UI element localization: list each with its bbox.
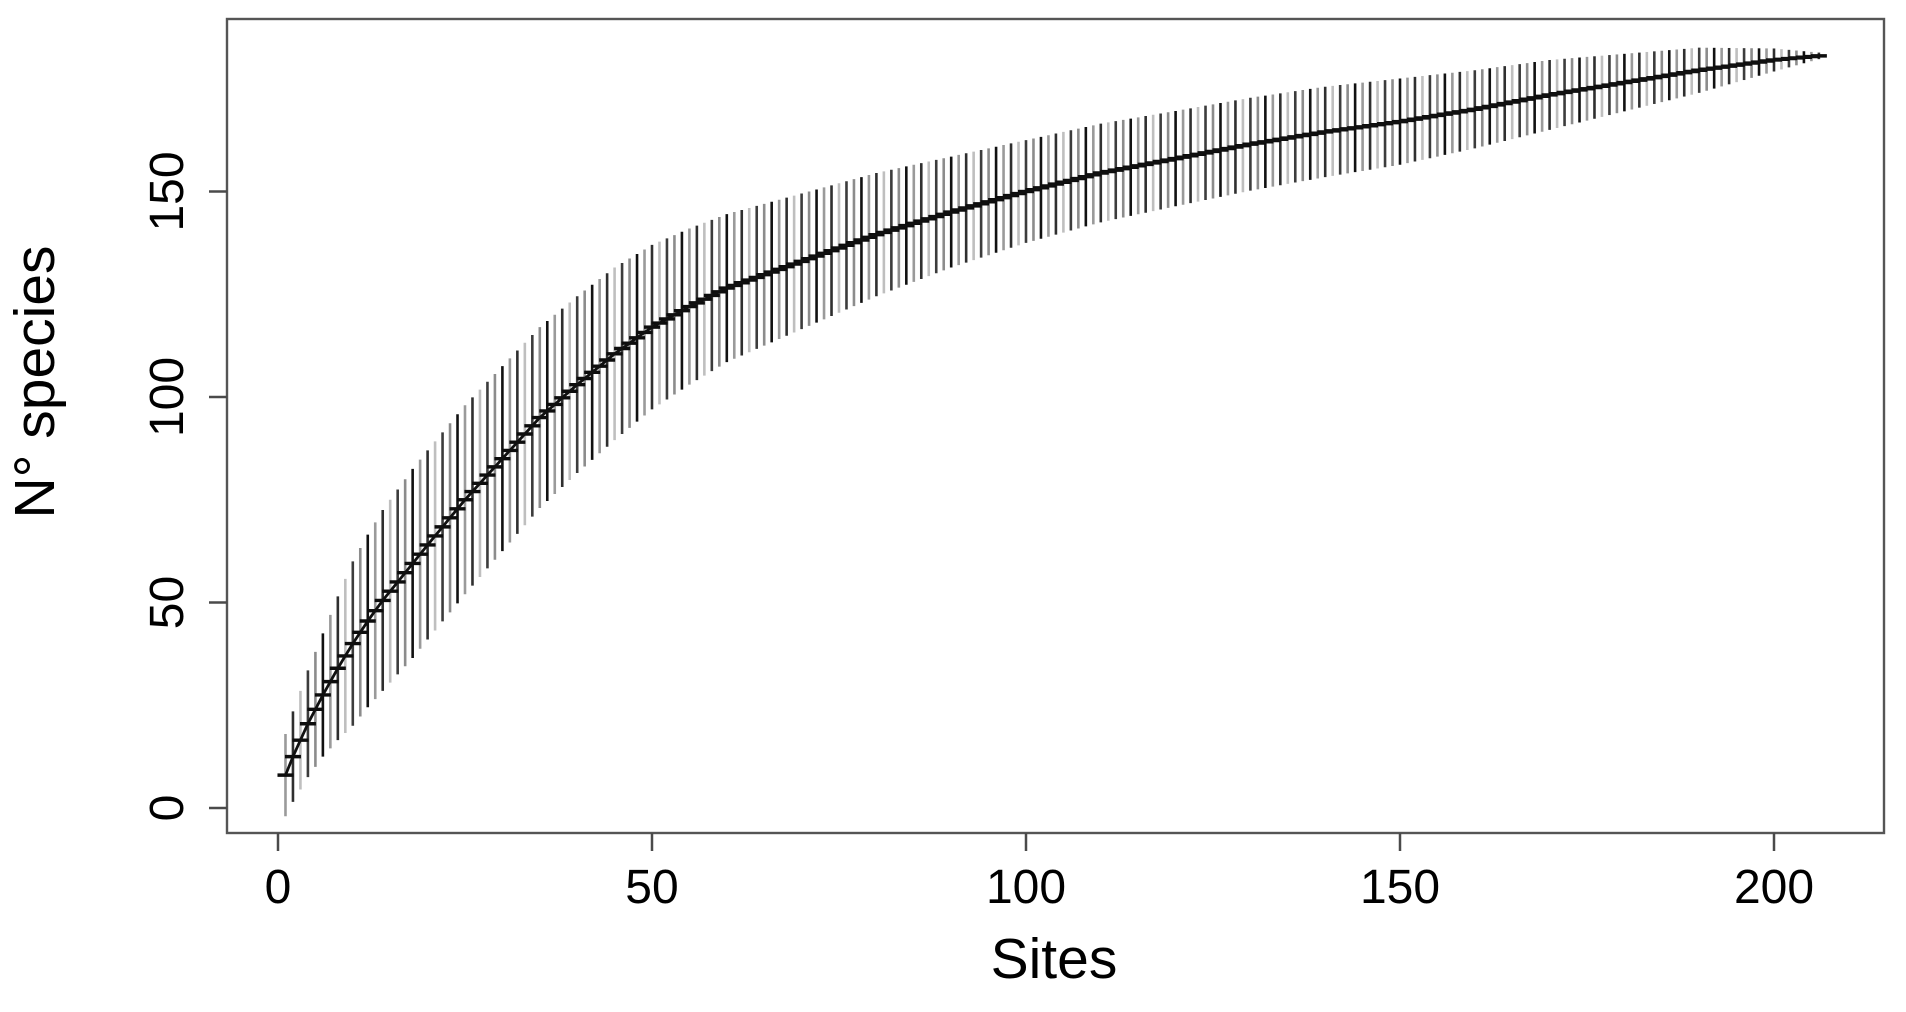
axis-tick-labels: 0 50 100 150 200 0 50 100 150 bbox=[141, 151, 1814, 914]
x-tick-label: 0 bbox=[265, 861, 292, 914]
y-axis-title: N° species bbox=[3, 245, 67, 518]
x-tick-label: 150 bbox=[1360, 861, 1440, 914]
axis-ticks bbox=[209, 190, 1776, 851]
mean-curve-group bbox=[284, 54, 1820, 776]
x-tick-label: 50 bbox=[625, 861, 678, 914]
error-bar-group bbox=[284, 47, 1821, 817]
x-tick-label: 100 bbox=[986, 861, 1066, 914]
y-tick-label: 50 bbox=[141, 576, 194, 629]
y-tick-label: 150 bbox=[141, 151, 194, 231]
plot-frame bbox=[225, 17, 1886, 835]
x-tick-label: 200 bbox=[1734, 861, 1814, 914]
plot-box bbox=[225, 17, 1886, 835]
y-tick-label: 0 bbox=[141, 795, 194, 822]
mean-curve bbox=[284, 54, 1820, 776]
y-tick-label: 100 bbox=[141, 357, 194, 437]
x-axis-title: Sites bbox=[991, 927, 1118, 991]
